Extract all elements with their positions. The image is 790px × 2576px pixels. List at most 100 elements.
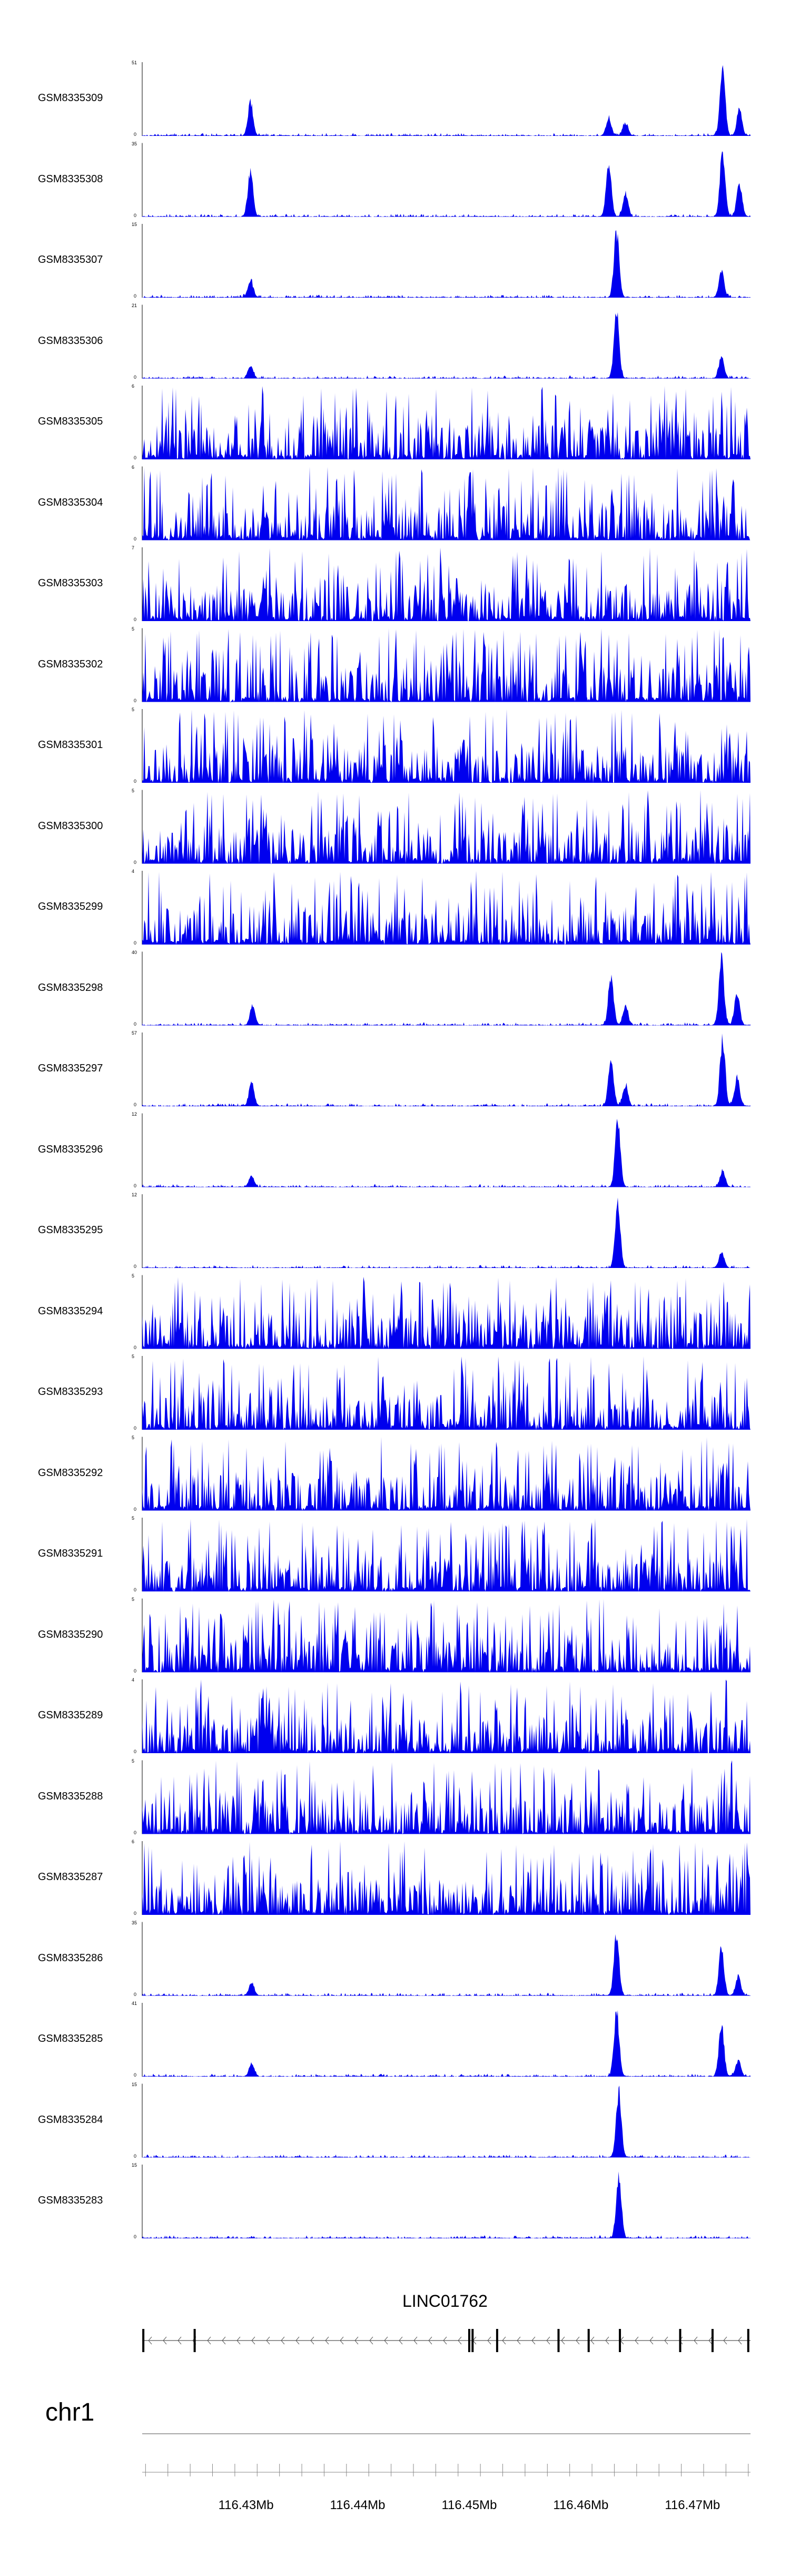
track-ymax-label: 4: [132, 1677, 135, 1683]
strand-arrow-icon: [517, 2336, 521, 2345]
track-ymax-label: 15: [132, 2081, 137, 2087]
strand-arrow-icon: [251, 2336, 255, 2345]
track-label: GSM8335305: [38, 416, 103, 427]
track-ymin-label: 0: [134, 1264, 137, 1269]
track-ymin-label: 0: [134, 1425, 137, 1431]
track-ymin-label: 0: [134, 293, 137, 299]
x-tick-label: 116.47Mb: [665, 2498, 720, 2512]
track-ymax-label: 5: [132, 626, 135, 632]
track-ymax-label: 4: [132, 869, 135, 874]
track-ymax-label: 15: [132, 222, 137, 227]
x-tick-label: 116.46Mb: [553, 2498, 609, 2512]
strand-arrow-icon: [664, 2336, 668, 2345]
strand-arrow-icon: [738, 2336, 742, 2345]
gene-exon: [468, 2329, 470, 2352]
track-label: GSM8335290: [38, 1628, 103, 1640]
track-ymin-label: 0: [134, 1587, 137, 1592]
strand-arrow-icon: [428, 2336, 432, 2345]
strand-arrow-icon: [635, 2336, 639, 2345]
gene-exon: [496, 2329, 498, 2352]
strand-arrow-icon: [325, 2336, 329, 2345]
strand-arrow-icon: [546, 2336, 550, 2345]
x-tick-label: 116.43Mb: [218, 2498, 274, 2512]
track-label: GSM8335283: [38, 2195, 103, 2206]
track-ymax-label: 5: [132, 707, 135, 712]
track-ymin-label: 0: [134, 1668, 137, 1674]
coverage-area: [142, 467, 750, 540]
track-ymax-label: 5: [132, 1758, 135, 1764]
track-ymax-label: 41: [132, 2001, 137, 2006]
track-label: GSM8335299: [38, 901, 103, 912]
track-ymax-label: 40: [132, 949, 137, 955]
track-label: GSM8335286: [38, 1952, 103, 1964]
track-ymax-label: 5: [132, 1434, 135, 1440]
strand-arrow-icon: [413, 2336, 418, 2345]
coverage-area: [142, 1841, 750, 1915]
gene-exon: [193, 2329, 196, 2352]
strand-arrow-icon: [399, 2336, 403, 2345]
strand-arrow-icon: [281, 2336, 285, 2345]
strand-arrow-icon: [487, 2336, 491, 2345]
gene-exon: [471, 2329, 474, 2352]
coverage-area: [142, 1599, 750, 1673]
gene-exon: [679, 2329, 682, 2352]
coverage-area: [142, 386, 750, 459]
strand-arrow-icon: [222, 2336, 226, 2345]
track-label: GSM8335289: [38, 1709, 103, 1721]
track-label: GSM8335303: [38, 577, 103, 589]
strand-arrow-icon: [458, 2336, 462, 2345]
track-label: GSM8335293: [38, 1386, 103, 1398]
track-ymax-label: 6: [132, 384, 135, 389]
strand-arrow-icon: [163, 2336, 167, 2345]
track-ymax-label: 7: [132, 545, 135, 550]
strand-arrow-icon: [443, 2336, 447, 2345]
track-label: GSM8335296: [38, 1143, 103, 1155]
gene-exon: [557, 2329, 560, 2352]
coverage-area: [142, 1276, 750, 1349]
gene-exon: [711, 2329, 714, 2352]
coverage-area: [142, 628, 750, 702]
coverage-area: [142, 1518, 750, 1591]
strand-arrow-icon: [266, 2336, 270, 2345]
track-label: GSM8335307: [38, 254, 103, 266]
track-ymin-label: 0: [134, 132, 137, 137]
track-ymin-label: 0: [134, 859, 137, 865]
track-ymax-label: 15: [132, 2162, 137, 2168]
strand-arrow-icon: [207, 2336, 211, 2345]
coverage-area: [142, 1679, 750, 1753]
track-ymax-label: 6: [132, 464, 135, 470]
strand-arrow-icon: [590, 2336, 595, 2345]
strand-arrow-icon: [561, 2336, 565, 2345]
track-ymin-label: 0: [134, 697, 137, 703]
track-ymin-label: 0: [134, 2072, 137, 2078]
track-label: GSM8335284: [38, 2113, 103, 2126]
strand-arrow-icon: [177, 2336, 182, 2345]
coverage-area: [142, 1760, 750, 1834]
track-ymax-label: 6: [132, 1839, 135, 1844]
strand-arrow-icon: [369, 2336, 373, 2345]
strand-arrow-icon: [148, 2336, 152, 2345]
chromosome-label: chr1: [45, 2398, 95, 2426]
strand-arrow-icon: [236, 2336, 241, 2345]
track-ymin-label: 0: [134, 1344, 137, 1350]
track-ymin-label: 0: [134, 940, 137, 946]
gene-name-label: LINC01762: [402, 2292, 488, 2310]
gene-exon: [619, 2329, 621, 2352]
track-label: GSM8335291: [38, 1548, 103, 1559]
track-label: GSM8335287: [38, 1871, 103, 1883]
track-ymin-label: 0: [134, 2153, 137, 2159]
gene-exon: [587, 2329, 590, 2352]
coverage-area: [142, 1437, 750, 1511]
track-ymax-label: 51: [132, 60, 137, 65]
coverage-area: [142, 709, 750, 783]
track-ymin-label: 0: [134, 1021, 137, 1027]
track-ymax-label: 35: [132, 141, 137, 146]
track-ymin-label: 0: [134, 212, 137, 218]
track-ymax-label: 5: [132, 1354, 135, 1359]
strand-arrow-icon: [531, 2336, 536, 2345]
strand-arrow-icon: [694, 2336, 698, 2345]
track-label: GSM8335308: [38, 173, 103, 185]
